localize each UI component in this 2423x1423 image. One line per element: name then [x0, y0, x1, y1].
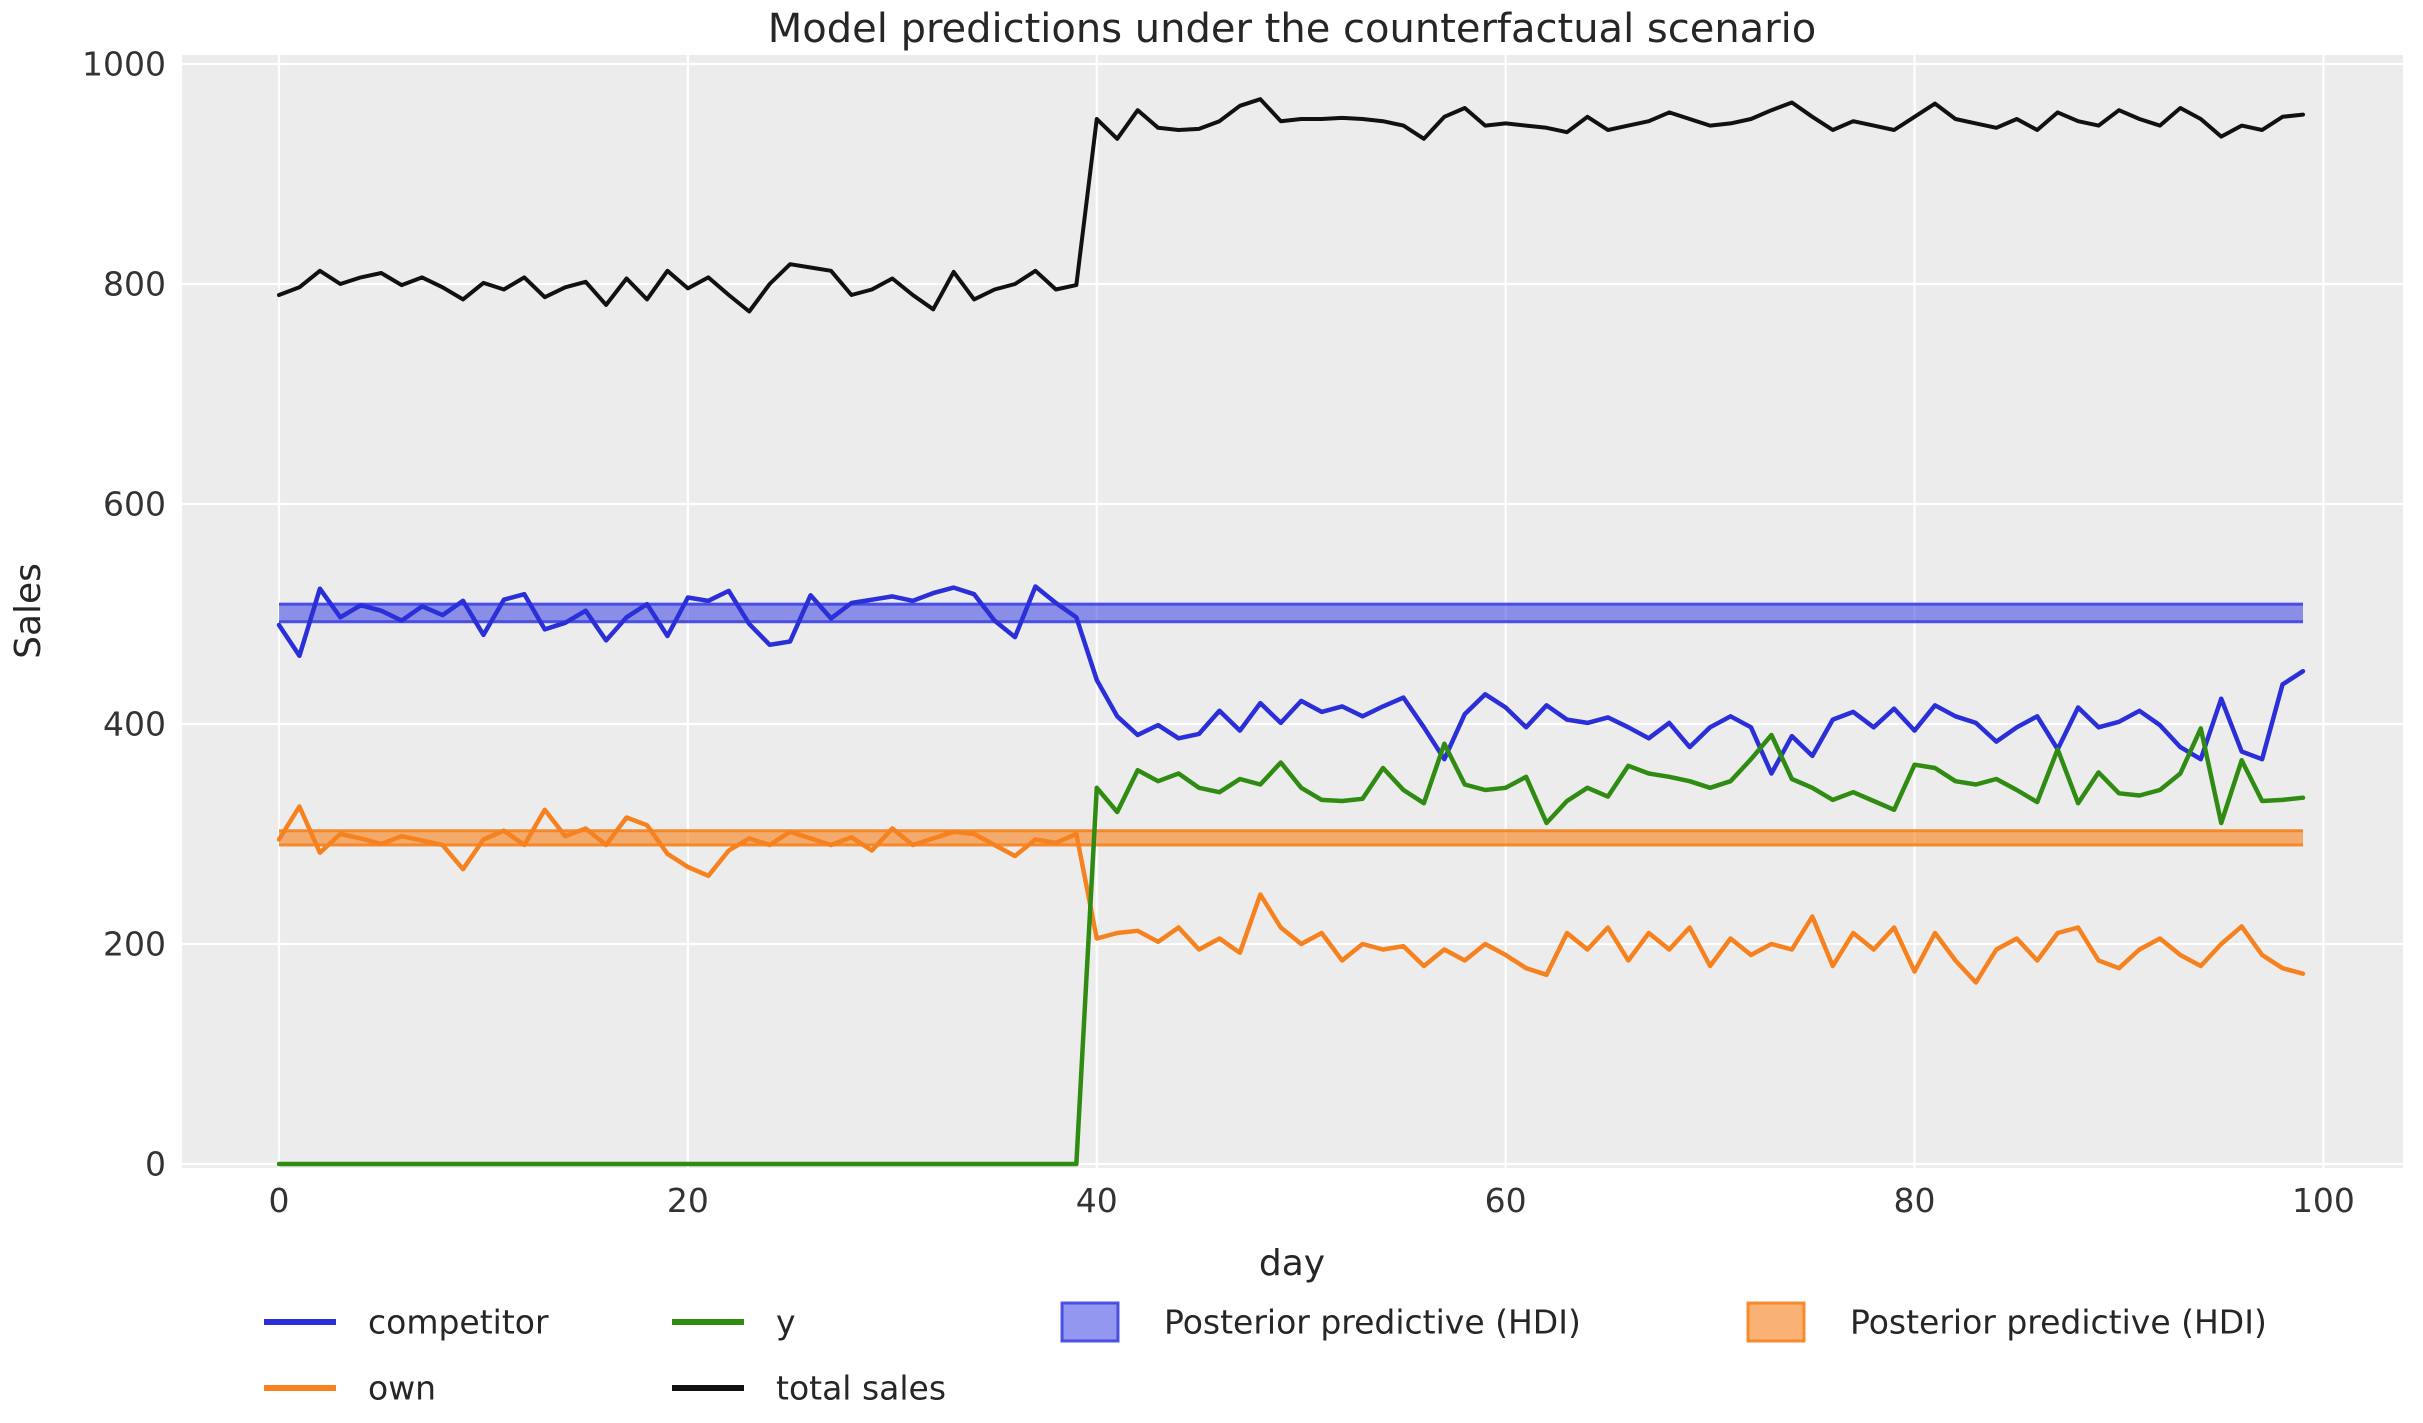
competitor-line [276, 584, 2306, 776]
legend-patch-hdi-blue [1060, 1301, 1120, 1343]
y-tick-label: 1000 [82, 45, 166, 84]
hdi-band-1 [279, 830, 2303, 845]
y-tick-label: 600 [103, 485, 166, 524]
y-tick-label: 400 [103, 705, 166, 744]
x-tick-label: 80 [1894, 1181, 1936, 1220]
x-tick-label: 100 [2292, 1181, 2355, 1220]
legend-label-y: y [776, 1303, 796, 1342]
legend-patch-hdi-orange [1746, 1301, 1806, 1343]
legend-label-total-sales: total sales [776, 1369, 946, 1408]
legend-label-competitor: competitor [368, 1303, 549, 1342]
chart-title: Model predictions under the counterfactu… [768, 6, 1816, 52]
x-tick-label: 20 [667, 1181, 709, 1220]
y-tick-label: 800 [103, 265, 166, 304]
x-tick-label: 0 [269, 1181, 290, 1220]
y-tick-label: 200 [103, 925, 166, 964]
y-tick-label: 0 [145, 1145, 166, 1184]
series-lines [276, 97, 2306, 1167]
hdi-bands [279, 602, 2303, 847]
legend-label-own: own [368, 1369, 436, 1408]
legend-label-hdi-orange: Posterior predictive (HDI) [1850, 1303, 2267, 1342]
y-line [276, 726, 2306, 1167]
total-sales-line [277, 97, 2305, 314]
x-axis-label: day [1259, 1243, 1325, 1284]
x-tick-label: 40 [1076, 1181, 1118, 1220]
own-line [276, 804, 2306, 985]
y-axis-label: Sales [8, 563, 49, 659]
legend-label-hdi-blue: Posterior predictive (HDI) [1164, 1303, 1581, 1342]
x-tick-label: 60 [1485, 1181, 1527, 1220]
hdi-band-0 [279, 604, 2303, 622]
legend: competitor y Posterior predictive (HDI) … [264, 1301, 2267, 1408]
